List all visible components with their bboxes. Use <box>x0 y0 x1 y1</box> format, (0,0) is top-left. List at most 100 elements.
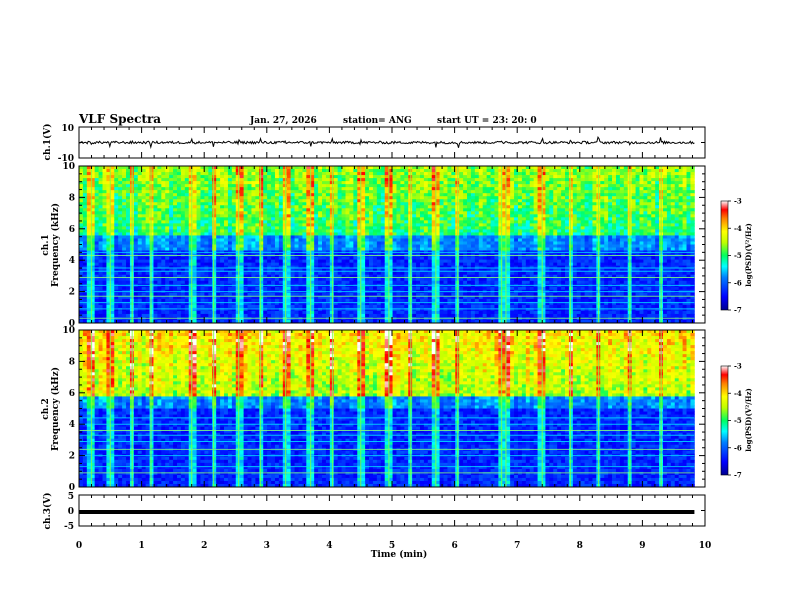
spectrogram-cell <box>102 202 107 206</box>
spectrogram-cell <box>357 274 362 279</box>
spectrogram-cell <box>231 229 237 233</box>
spectrogram-cell <box>369 268 374 273</box>
spectrogram-cell <box>173 214 178 218</box>
spectrogram-cell <box>298 274 303 279</box>
spectrogram-cell <box>412 175 417 179</box>
spectrogram-cell <box>216 295 221 300</box>
spectrogram-cell <box>392 310 397 315</box>
spectrogram-cell <box>443 277 448 282</box>
spectrogram-cell <box>431 211 437 215</box>
spectrogram-cell <box>133 319 139 324</box>
spectrogram-cell <box>90 208 96 212</box>
spectrogram-cell <box>439 226 444 230</box>
spectrogram-cell <box>282 277 288 282</box>
spectrogram-cell <box>349 298 354 303</box>
spectrogram-cell <box>318 241 323 245</box>
spectrogram-cell <box>349 235 354 239</box>
spectrogram-cell <box>208 244 213 248</box>
spectrogram-cell <box>94 310 99 315</box>
spectrogram-cell <box>310 184 315 188</box>
spectrogram-cell <box>306 313 311 318</box>
spectrogram-cell <box>290 232 295 236</box>
spectrogram-cell <box>404 301 409 306</box>
spectrogram-cell <box>274 256 280 260</box>
spectrogram-cell <box>161 301 166 306</box>
spectrogram-cell <box>412 295 417 300</box>
spectrogram-cell <box>372 172 378 176</box>
spectrogram-cell <box>419 190 425 194</box>
spectrogram-cell <box>318 199 323 203</box>
spectrogram-cell <box>318 259 323 264</box>
spectrogram-cell <box>298 217 303 221</box>
spectrogram-cell <box>247 265 252 270</box>
spectrogram-cell <box>365 265 370 270</box>
spectrogram-cell <box>224 301 229 306</box>
spectrogram-cell <box>216 274 221 279</box>
spectrogram-cell <box>404 205 409 209</box>
spectrogram-cell <box>337 193 343 197</box>
spectrogram-cell <box>290 184 295 188</box>
spectrogram-cell <box>165 313 170 318</box>
spectrogram-cell <box>337 247 343 251</box>
spectrogram-cell <box>243 295 248 300</box>
spectrogram-cell <box>282 235 288 239</box>
spectrogram-cell <box>126 175 131 179</box>
spectrogram-cell <box>388 307 393 312</box>
spectrogram-cell <box>349 178 354 182</box>
spectrogram-cell <box>263 259 268 264</box>
spectrogram-cell <box>372 211 378 215</box>
spectrogram-cell <box>90 244 96 248</box>
spectrogram-cell <box>302 235 307 239</box>
spectrogram-cell <box>337 277 343 282</box>
spectrogram-cell <box>251 214 256 218</box>
spectrogram-cell <box>349 229 354 233</box>
spectrogram-cell <box>392 235 397 239</box>
spectrogram-cell <box>267 298 272 303</box>
spectrogram-cell <box>216 259 221 264</box>
spectrogram-cell <box>443 196 448 200</box>
spectrogram-cell <box>318 280 323 285</box>
spectrogram-cell <box>184 229 190 233</box>
spectrogram-cell <box>443 169 448 173</box>
spectrogram-cell <box>427 169 433 173</box>
spectrogram-cell <box>337 319 343 324</box>
spectrogram-cell <box>423 229 429 233</box>
spectrogram-cell <box>196 223 201 227</box>
spectrogram-cell <box>333 229 339 233</box>
spectrogram-cell <box>133 229 139 233</box>
spectrogram-cell <box>145 244 150 248</box>
spectrogram-cell <box>133 196 139 200</box>
spectrogram-cell <box>353 196 358 200</box>
spectrogram-cell <box>235 166 241 170</box>
spectrogram-cell <box>106 166 111 170</box>
spectrogram-cell <box>114 313 119 318</box>
spectrogram-cell <box>361 313 366 318</box>
spectrogram-cell <box>310 310 315 315</box>
spectrogram-cell <box>208 307 213 312</box>
spectrogram-cell <box>251 223 256 227</box>
ch1-waveform-ticks <box>78 126 706 159</box>
spectrogram-cell <box>412 223 417 227</box>
spectrogram-cell <box>141 205 147 209</box>
spectrogram-cell <box>196 301 201 306</box>
spectrogram-cell <box>184 244 190 248</box>
spectrogram-cell <box>365 274 370 279</box>
spectrogram-cell <box>310 262 315 267</box>
spectrogram-cell <box>227 220 233 224</box>
spectrogram-cell <box>396 175 401 179</box>
spectrogram-cell <box>227 166 233 170</box>
spectrogram-cell <box>431 256 437 260</box>
spectrogram-cell <box>161 181 166 185</box>
spectrogram-cell <box>263 178 268 182</box>
spectrogram-cell <box>345 187 350 191</box>
spectrogram-cell <box>188 280 194 285</box>
spectrogram-cell <box>161 292 166 297</box>
spectrogram-cell <box>443 181 448 185</box>
spectrogram-cell <box>86 274 92 279</box>
spectrogram-cell <box>231 187 237 191</box>
spectrogram-cell <box>235 175 241 179</box>
spectrogram-cell <box>427 181 433 185</box>
spectrogram-cell <box>341 271 346 276</box>
spectrogram-cell <box>118 238 123 242</box>
spectrogram-cell <box>94 295 99 300</box>
